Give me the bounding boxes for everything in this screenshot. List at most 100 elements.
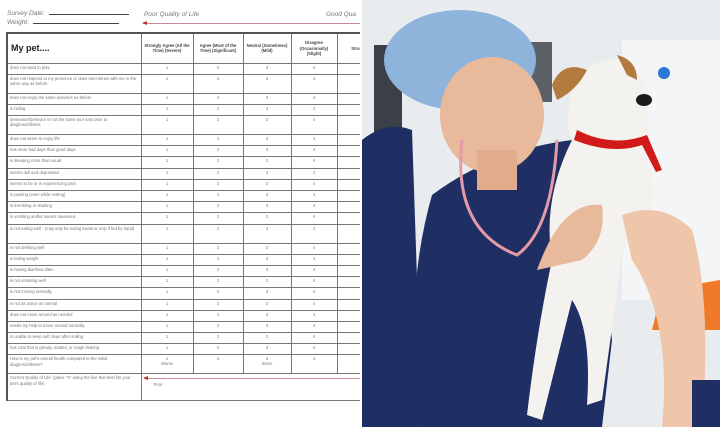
survey-date-blank[interactable] <box>48 9 129 15</box>
rating-cell[interactable]: 1 <box>140 156 194 169</box>
rating-cell[interactable]: 1 <box>140 212 194 225</box>
rating-cell[interactable]: 2 <box>192 73 244 94</box>
rating-cell[interactable]: 4 <box>290 287 338 300</box>
rating-cell[interactable]: 1 <box>140 73 194 94</box>
rating-cell[interactable]: 3 <box>242 287 292 300</box>
rating-cell[interactable] <box>336 287 360 300</box>
rating-cell[interactable] <box>336 264 360 278</box>
rating-cell[interactable]: 1 <box>140 309 194 322</box>
rating-cell[interactable]: 4 <box>290 242 338 255</box>
weight-field[interactable]: Weight: <box>7 18 119 26</box>
rating-cell[interactable]: 3 <box>242 332 292 345</box>
rating-cell[interactable]: 1 <box>140 103 194 117</box>
rating-cell[interactable] <box>336 115 360 136</box>
rating-cell[interactable]: 1 <box>140 253 194 266</box>
rating-cell[interactable]: 3 <box>242 223 292 244</box>
rating-cell[interactable]: 1 <box>140 134 194 147</box>
rating-cell[interactable] <box>336 134 360 147</box>
rating-cell[interactable] <box>336 212 360 225</box>
rating-cell[interactable]: 3 <box>242 73 292 94</box>
rating-cell[interactable]: 1 Worse <box>140 354 194 375</box>
rating-cell[interactable]: 2 <box>192 167 244 180</box>
rating-cell[interactable]: 4 <box>290 115 338 136</box>
rating-cell[interactable]: 1 <box>140 276 194 289</box>
rating-cell[interactable]: 3 <box>242 343 292 356</box>
rating-cell[interactable] <box>336 276 360 289</box>
rating-cell[interactable]: 3 <box>242 115 292 136</box>
rating-cell[interactable]: 4 <box>290 156 338 169</box>
rating-cell[interactable]: 1 <box>140 242 194 255</box>
rating-cell[interactable]: 2 <box>192 223 244 244</box>
rating-cell[interactable]: 2 <box>192 343 244 356</box>
rating-cell[interactable]: 2 <box>192 103 244 117</box>
rating-cell[interactable]: 4 <box>290 134 338 147</box>
rating-cell[interactable]: 4 <box>290 253 338 266</box>
rating-cell[interactable] <box>336 73 360 94</box>
rating-cell[interactable]: 3 <box>242 189 292 203</box>
rating-cell[interactable] <box>336 343 360 356</box>
rating-cell[interactable]: 1 <box>140 189 194 203</box>
rating-cell[interactable] <box>336 320 360 334</box>
rating-cell[interactable]: 3 <box>242 264 292 278</box>
rating-cell[interactable]: 3 <box>242 242 292 255</box>
rating-cell[interactable]: 4 <box>290 309 338 322</box>
rating-cell[interactable]: 3 <box>242 253 292 266</box>
rating-cell[interactable]: 2 <box>192 253 244 266</box>
rating-cell[interactable]: 3 <box>242 145 292 158</box>
rating-cell[interactable]: 3 Same <box>242 354 292 375</box>
rating-cell[interactable]: 3 <box>242 298 292 311</box>
rating-cell[interactable]: 2 <box>192 189 244 203</box>
rating-cell[interactable] <box>336 309 360 322</box>
weight-blank[interactable] <box>32 18 119 24</box>
rating-cell[interactable] <box>336 189 360 203</box>
rating-cell[interactable]: 2 <box>192 320 244 334</box>
rating-cell[interactable]: 4 <box>290 62 338 75</box>
rating-cell[interactable]: 2 <box>192 298 244 311</box>
rating-cell[interactable] <box>336 103 360 117</box>
rating-cell[interactable]: 4 <box>290 201 338 214</box>
rating-cell[interactable]: 1 <box>140 201 194 214</box>
rating-cell[interactable]: 1 <box>140 62 194 75</box>
rating-cell[interactable]: 3 <box>242 167 292 180</box>
rating-cell[interactable]: 2 <box>192 156 244 169</box>
rating-cell[interactable]: 1 <box>140 145 194 158</box>
rating-cell[interactable]: 4 <box>290 320 338 334</box>
rating-cell[interactable]: 4 <box>290 354 338 375</box>
rating-cell[interactable]: 3 <box>242 320 292 334</box>
rating-cell[interactable]: 1 <box>140 223 194 244</box>
rating-cell[interactable]: 4 <box>290 92 338 105</box>
rating-cell[interactable] <box>336 354 360 375</box>
rating-cell[interactable]: 2 <box>192 212 244 225</box>
rating-cell[interactable]: 4 <box>290 343 338 356</box>
rating-cell[interactable]: 1 <box>140 298 194 311</box>
rating-cell[interactable]: 4 <box>290 178 338 192</box>
rating-cell[interactable] <box>336 242 360 255</box>
rating-cell[interactable]: 3 <box>242 309 292 322</box>
current-qol-scale[interactable]: Poor <box>140 373 360 402</box>
rating-cell[interactable]: 4 <box>290 167 338 180</box>
rating-cell[interactable]: 3 <box>242 62 292 75</box>
rating-cell[interactable]: 2 <box>192 92 244 105</box>
rating-cell[interactable]: 4 <box>290 298 338 311</box>
rating-cell[interactable] <box>336 62 360 75</box>
rating-cell[interactable] <box>336 201 360 214</box>
rating-cell[interactable] <box>336 223 360 244</box>
rating-cell[interactable]: 4 <box>290 276 338 289</box>
rating-cell[interactable]: 2 <box>192 201 244 214</box>
rating-cell[interactable]: 2 <box>192 309 244 322</box>
rating-cell[interactable] <box>336 178 360 192</box>
rating-cell[interactable]: 1 <box>140 92 194 105</box>
rating-cell[interactable] <box>336 92 360 105</box>
rating-cell[interactable]: 1 <box>140 343 194 356</box>
rating-cell[interactable]: 3 <box>242 212 292 225</box>
rating-cell[interactable] <box>336 332 360 345</box>
rating-cell[interactable]: 1 <box>140 287 194 300</box>
rating-cell[interactable]: 2 <box>192 276 244 289</box>
rating-cell[interactable]: 2 <box>192 145 244 158</box>
rating-cell[interactable]: 3 <box>242 276 292 289</box>
rating-cell[interactable]: 2 <box>192 62 244 75</box>
rating-cell[interactable]: 1 <box>140 178 194 192</box>
rating-cell[interactable]: 4 <box>290 212 338 225</box>
rating-cell[interactable] <box>336 298 360 311</box>
rating-cell[interactable]: 1 <box>140 167 194 180</box>
